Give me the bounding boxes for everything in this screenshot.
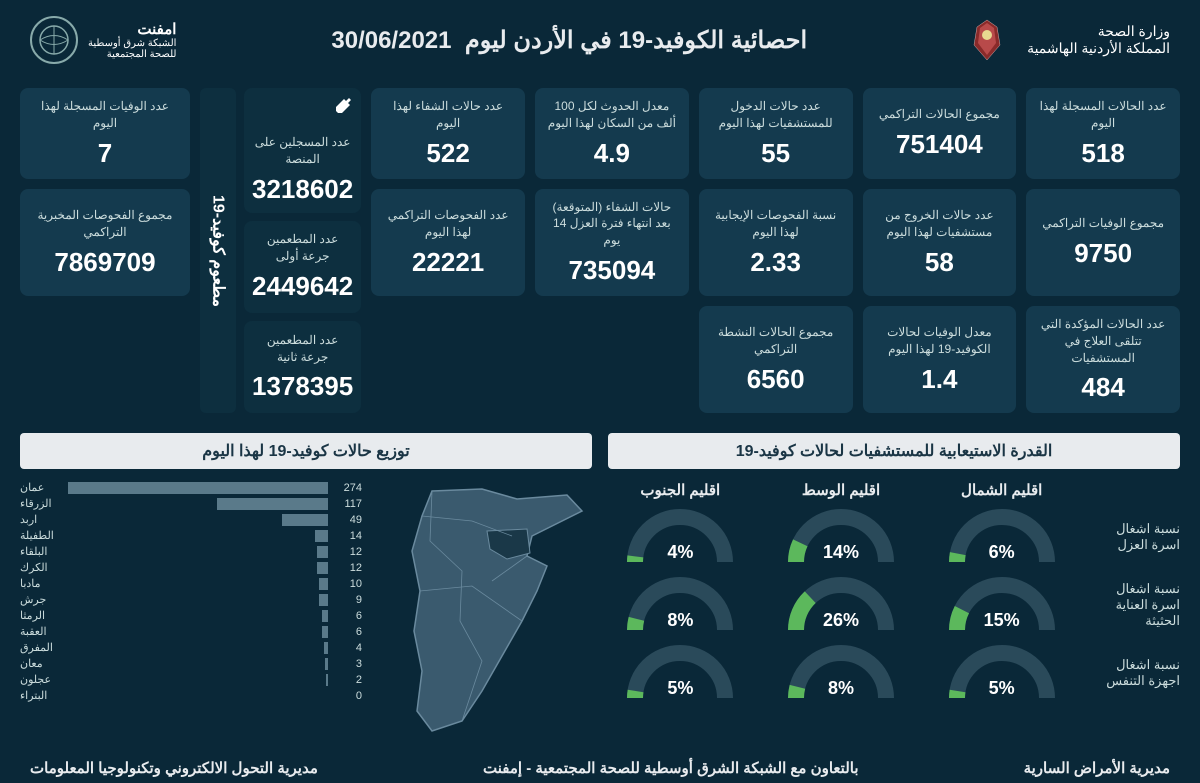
org-sub1: الشبكة شرق أوسطية <box>88 38 176 49</box>
gauge: 5% <box>947 643 1057 703</box>
header-left: امفنت الشبكة شرق أوسطية للصحة المجتمعية <box>30 16 176 64</box>
bar-chart: 274عمان 117الزرقاء 49اربد 14الطفيلة 12البلقا… <box>20 481 362 741</box>
header: وزارة الصحة المملكة الأردنية الهاشمية اح… <box>0 0 1200 80</box>
org-name: امفنت <box>88 20 176 38</box>
bar-row: 49اربد <box>20 513 362 526</box>
bar-row: 12الكرك <box>20 561 362 574</box>
coat-of-arms-icon <box>962 15 1012 65</box>
page-title: احصائية الكوفيد-19 في الأردن ليوم 30/06/… <box>331 26 807 55</box>
distribution-title: توزيع حالات كوفيد-19 لهذا اليوم <box>20 433 592 469</box>
bar-row: 117الزرقاء <box>20 497 362 510</box>
stat-card: نسبة الفحوصات الإيجابية لهذا اليوم2.33 <box>699 189 853 296</box>
stat-card: عدد الفحوصات التراكمي لهذا اليوم22221 <box>371 189 525 296</box>
vaccine-header: مطعوم كوفيد-19 <box>200 88 236 413</box>
ministry-title: وزارة الصحة <box>1027 23 1170 40</box>
bar-row: 3معان <box>20 657 362 670</box>
header-right: وزارة الصحة المملكة الأردنية الهاشمية <box>962 15 1170 65</box>
stat-card: معدل الحدوث لكل 100 ألف من السكان لهذا ا… <box>535 88 689 179</box>
stat-card: مجموع الفحوصات المخبرية التراكمي7869709 <box>20 189 190 296</box>
footer: مديرية الأمراض السارية بالتعاون مع الشبك… <box>0 753 1200 783</box>
vaccine-card: عدد المطعمين جرعة ثانية1378395 <box>244 321 361 413</box>
gauge: 4% <box>625 507 735 567</box>
gauge: 15% <box>947 575 1057 635</box>
stat-card: معدل الوفيات لحالات الكوفيد-19 لهذا اليو… <box>863 306 1017 413</box>
jordan-map <box>372 481 592 741</box>
bar-row: 6العقبة <box>20 625 362 638</box>
distribution-panel: توزيع حالات كوفيد-19 لهذا اليوم 274عمان 1… <box>20 433 592 741</box>
ministry-subtitle: المملكة الأردنية الهاشمية <box>1027 40 1170 57</box>
vaccine-card: عدد المطعمين جرعة أولى2449642 <box>244 221 361 313</box>
stat-card: عدد حالات الدخول للمستشفيات لهذا اليوم55 <box>699 88 853 179</box>
bar-row: 10مادبا <box>20 577 362 590</box>
gauge: 26% <box>786 575 896 635</box>
gauge: 8% <box>625 575 735 635</box>
gauge-col-header: اقليم الجنوب <box>608 481 753 499</box>
capacity-title: القدرة الاستيعابية للمستشفيات لحالات كوف… <box>608 433 1180 469</box>
vaccine-column: عدد المسجلين على المنصة3218602عدد المطعم… <box>200 88 361 413</box>
gauge-col-header: اقليم الوسط <box>769 481 914 499</box>
bar-row: 274عمان <box>20 481 362 494</box>
gauge-row-label: نسبة اشغال اسرة العزل <box>1090 521 1180 553</box>
bar-row: 4المفرق <box>20 641 362 654</box>
bar-row: 14الطفيلة <box>20 529 362 542</box>
capacity-panel: القدرة الاستيعابية للمستشفيات لحالات كوف… <box>608 433 1180 741</box>
globe-icon <box>30 16 78 64</box>
stat-card: مجموع الحالات التراكمي751404 <box>863 88 1017 179</box>
bar-row: 9جرش <box>20 593 362 606</box>
syringe-icon <box>335 96 353 114</box>
stats-grid: عدد الحالات المسجلة لهذا اليوم518مجموع ا… <box>0 80 1200 421</box>
gauge: 14% <box>786 507 896 567</box>
lower-panels: القدرة الاستيعابية للمستشفيات لحالات كوف… <box>0 421 1200 753</box>
stat-card: عدد الحالات المسجلة لهذا اليوم518 <box>1026 88 1180 179</box>
stat-card: عدد الوفيات المسجلة لهذا اليوم7 <box>20 88 190 179</box>
stat-card: مجموع الحالات النشطة التراكمي6560 <box>699 306 853 413</box>
footer-center: بالتعاون مع الشبكة الشرق أوسطية للصحة ال… <box>483 759 859 777</box>
gauge: 6% <box>947 507 1057 567</box>
bar-row: 12البلقاء <box>20 545 362 558</box>
org-sub2: للصحة المجتمعية <box>88 49 176 60</box>
stat-card: حالات الشفاء (المتوقعة) بعد انتهاء فترة … <box>535 189 689 296</box>
vaccine-card: عدد المسجلين على المنصة3218602 <box>244 88 361 213</box>
stat-card: عدد حالات الشفاء لهذا اليوم522 <box>371 88 525 179</box>
stat-card: عدد الحالات المؤكدة التي تتلقى العلاج في… <box>1026 306 1180 413</box>
gauge: 5% <box>625 643 735 703</box>
stat-card: عدد حالات الخروج من مستشفيات لهذا اليوم5… <box>863 189 1017 296</box>
gauge-col-header: اقليم الشمال <box>929 481 1074 499</box>
footer-right: مديرية الأمراض السارية <box>1024 759 1170 777</box>
footer-left: مديرية التحول الالكتروني وتكنولوجيا المع… <box>30 759 318 777</box>
gauge-row-label: نسبة اشغال اجهزة التنفس <box>1090 657 1180 689</box>
stat-card: مجموع الوفيات التراكمي9750 <box>1026 189 1180 296</box>
bar-row: 0البتراء <box>20 689 362 702</box>
gauge: 8% <box>786 643 896 703</box>
bar-row: 2عجلون <box>20 673 362 686</box>
bar-row: 6الرمثا <box>20 609 362 622</box>
gauge-row-label: نسبة اشغال اسرة العناية الحثيثة <box>1090 581 1180 629</box>
